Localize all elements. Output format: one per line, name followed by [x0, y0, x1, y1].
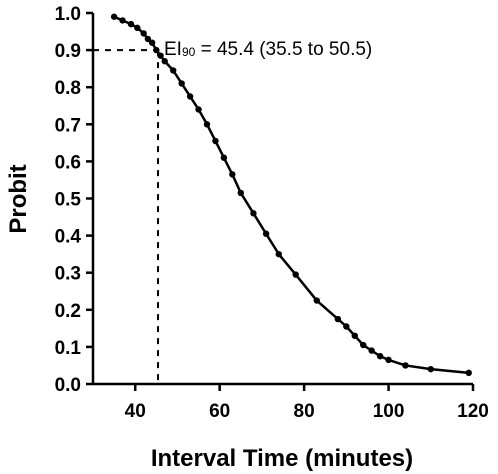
data-point: [178, 80, 185, 87]
data-point: [195, 106, 202, 113]
y-tick-label: 0.8: [55, 78, 81, 99]
data-point: [402, 362, 409, 369]
data-point: [368, 347, 375, 354]
data-point: [220, 154, 228, 161]
data-point: [343, 323, 350, 330]
data-point: [385, 356, 392, 364]
data-point: [161, 58, 168, 65]
data-point: [134, 24, 141, 32]
data-point: [262, 230, 270, 237]
data-point: [153, 46, 160, 54]
data-point: [334, 315, 342, 323]
data-point: [110, 13, 118, 20]
data-point: [313, 297, 320, 304]
series-line: [113, 15, 469, 375]
axes: 0.0 0.1 0.2 0.3 0.4 0.5 0.6 0.7 0.8 0.9 1.0 40 60 80 1…: [55, 4, 489, 422]
data-point: [427, 365, 434, 373]
x-axis-title: Interval Time (minutes): [151, 445, 413, 472]
data-point: [275, 250, 282, 258]
data-point: [148, 39, 156, 46]
y-tick-label: 0.0: [55, 375, 81, 396]
data-point: [186, 93, 194, 100]
data-point: [376, 352, 384, 360]
y-tick-label: 0.4: [55, 227, 82, 248]
x-tick-label: 120: [457, 401, 489, 422]
data-point: [140, 30, 147, 37]
y-tick-label: 0.9: [55, 41, 81, 62]
data-point: [119, 17, 126, 24]
y-tick-label: 0.5: [55, 190, 82, 211]
y-tick-label: 1.0: [55, 4, 81, 25]
series-group: [110, 13, 472, 377]
data-point: [465, 369, 472, 377]
y-tick-label: 0.7: [55, 115, 81, 136]
data-point: [212, 137, 219, 145]
data-point: [229, 171, 236, 178]
data-point: [360, 341, 367, 349]
data-point: [127, 20, 135, 28]
x-tick-label: 40: [125, 401, 146, 422]
data-point: [351, 332, 358, 339]
data-point: [157, 52, 164, 59]
data-point: [203, 121, 211, 128]
x-tick-label: 80: [294, 401, 315, 422]
x-tick-label: 100: [373, 401, 405, 422]
ei90-annotation: EI90 = 45.4 (35.5 to 50.5): [164, 39, 372, 60]
reference-lines: [93, 49, 160, 384]
data-point: [237, 189, 244, 197]
y-tick-label: 0.3: [55, 264, 81, 285]
y-tick-label: 0.1: [55, 338, 82, 359]
data-point: [292, 271, 299, 278]
data-point: [250, 210, 257, 217]
y-axis-title: Probit: [5, 164, 32, 233]
y-tick-label: 0.2: [55, 301, 81, 322]
labels-group: Interval Time (minutes) Probit EI90 = 45…: [5, 39, 413, 472]
x-tick-label: 60: [209, 401, 230, 422]
y-tick-label: 0.6: [55, 152, 81, 173]
data-point: [170, 67, 177, 74]
data-point: [144, 35, 152, 43]
